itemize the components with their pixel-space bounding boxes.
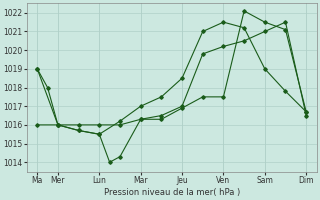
X-axis label: Pression niveau de la mer( hPa ): Pression niveau de la mer( hPa ) [104, 188, 240, 197]
